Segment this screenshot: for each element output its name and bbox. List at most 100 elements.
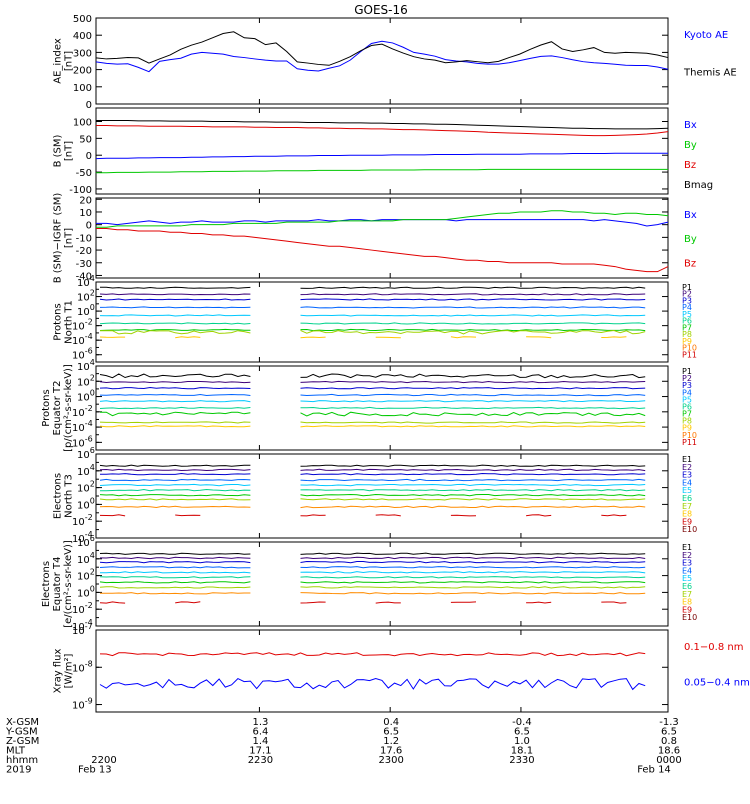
legend-entry: Kyoto AE (684, 30, 728, 41)
series-line-p8 (100, 331, 250, 334)
legend-entry: E10 (682, 613, 697, 622)
series-line-e2 (100, 557, 250, 558)
ephemeris-value: Feb 13 (78, 765, 112, 776)
series-line-e9 (301, 506, 646, 507)
y-axis-label: [e/(cm²-s-sr-keV)] (63, 540, 74, 628)
tick-label: 100 (77, 496, 95, 511)
legend-entry: P11 (682, 350, 697, 359)
tick-label: 100 (73, 117, 92, 128)
series-line-e3 (301, 474, 646, 475)
y-axis-label: [nT] (64, 51, 75, 71)
series-line-p9 (100, 426, 250, 427)
series-line-e5 (301, 572, 646, 573)
tick-label: -20 (76, 246, 92, 257)
series-line-e10 (175, 515, 200, 516)
ephemeris-value: 2330 (509, 755, 534, 766)
tick-label: 0 (86, 221, 92, 232)
series-line-e9 (301, 593, 646, 594)
series-line-e9 (100, 506, 250, 507)
legend-entry: Bx (684, 120, 697, 131)
tick-label: 102 (77, 480, 95, 495)
y-axis-label: Equator T4 (52, 557, 63, 612)
series-line-p6 (100, 407, 250, 408)
y-axis-label: Protons (53, 303, 64, 340)
y-axis-label: Xray flux (53, 649, 64, 694)
ephemeris-row-label: 2019 (6, 765, 31, 776)
series-line-p2 (100, 382, 250, 383)
series-line-p3 (301, 299, 646, 300)
series-line-e8 (301, 499, 646, 500)
y-axis-label: B (SM)−IGRF (SM) (53, 193, 64, 284)
ephemeris-value: 2230 (248, 755, 273, 766)
ephemeris-value: Feb 14 (637, 765, 671, 776)
series-line-p9 (175, 337, 200, 338)
tick-label: 100 (77, 303, 95, 318)
tick-label: 104 (77, 463, 95, 478)
series-line-e3 (100, 562, 250, 563)
series-line-bz (96, 126, 668, 136)
series-line-p7 (301, 329, 646, 330)
y-axis-label: Equator T2 (52, 381, 63, 436)
series-line-e5 (100, 484, 250, 485)
series-line-p1 (100, 287, 250, 288)
series-line-p4 (301, 394, 646, 395)
series-line-p9 (301, 337, 326, 338)
tick-label: 200 (73, 66, 92, 77)
series-line-e10 (526, 602, 551, 603)
series-line-e10 (601, 515, 626, 516)
tick-label: 10-9 (72, 697, 93, 712)
series-line-e4 (100, 567, 250, 568)
legend-entry: Bmag (684, 180, 713, 191)
series-line-by (96, 169, 668, 172)
series-line-e6 (301, 490, 646, 491)
series-line-e10 (175, 602, 200, 603)
legend-entry: 0.1−0.8 nm (684, 642, 743, 653)
legend-entry: By (684, 140, 697, 151)
tick-label: 50 (79, 134, 92, 145)
tick-label: 102 (77, 568, 95, 583)
series-line-e6 (301, 577, 646, 578)
y-axis-label: [W/m²] (64, 653, 75, 688)
legend-entry: By (684, 234, 697, 245)
series-line-p3 (100, 388, 250, 389)
series-line-themis-ae (96, 32, 668, 66)
series-line-e7 (100, 582, 250, 583)
series-line-p4 (100, 307, 250, 308)
series-line-e3 (301, 562, 646, 563)
tick-label: 102 (77, 289, 95, 304)
tick-label: 102 (77, 373, 95, 388)
series-line-e5 (301, 484, 646, 485)
tick-label: 100 (77, 584, 95, 599)
series-line-e3 (100, 474, 250, 475)
tick-label: 400 (73, 31, 92, 42)
legend-entry: Bx (684, 210, 697, 221)
series-line-e10 (100, 602, 125, 603)
tick-label: -10 (76, 233, 92, 244)
series-line-0-1-0-8-nm (100, 653, 645, 656)
series-line-e10 (100, 515, 125, 516)
series-line-e7 (301, 582, 646, 583)
y-axis-label: Electrons (53, 473, 64, 519)
series-line-p8 (301, 330, 646, 334)
series-line-e2 (301, 469, 646, 470)
series-line-p6 (301, 407, 646, 408)
series-line-p6 (100, 323, 250, 324)
ephemeris-value: 2300 (378, 755, 403, 766)
series-line-p5 (301, 315, 646, 316)
legend-entry: 0.05−0.4 nm (684, 678, 750, 689)
tick-label: -50 (76, 168, 92, 179)
y-axis-label: Protons (41, 389, 52, 426)
tick-label: 0 (86, 151, 92, 162)
series-line-e2 (301, 557, 646, 558)
series-line-bmag (96, 120, 668, 128)
legend-entry: Themis AE (683, 67, 737, 78)
legend-entry: Bz (684, 258, 696, 269)
series-line-e10 (376, 515, 401, 516)
tick-label: 10-2 (72, 513, 93, 528)
plot-title: GOES-16 (354, 3, 408, 17)
